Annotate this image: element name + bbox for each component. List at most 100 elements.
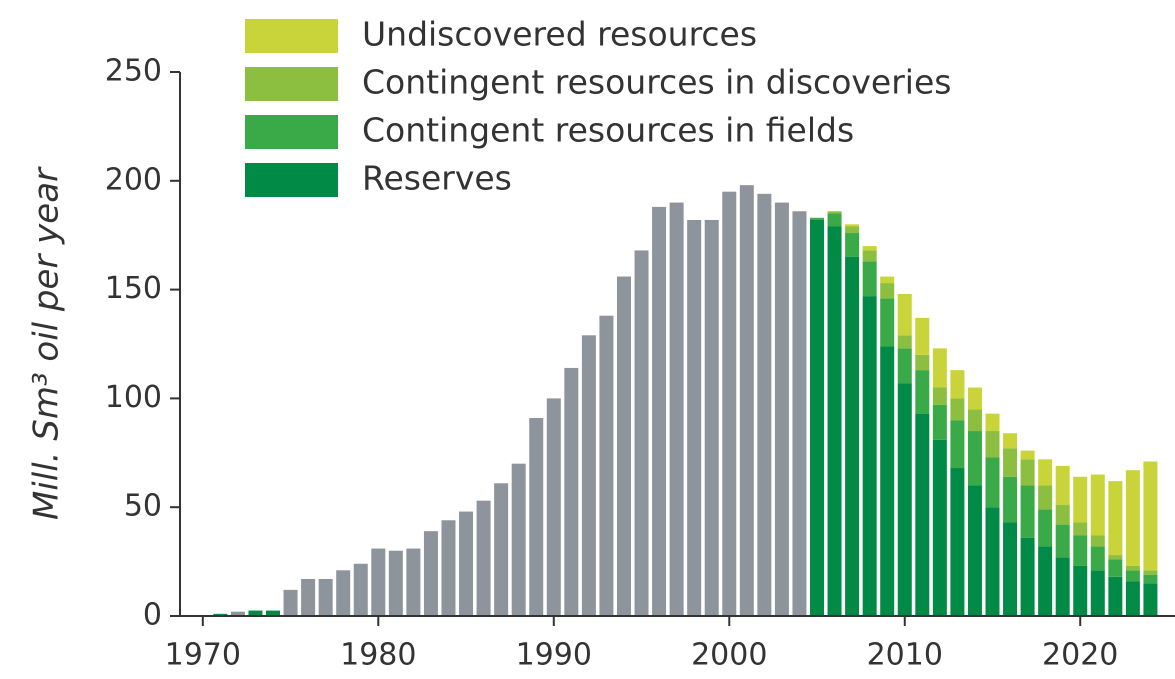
bar-segment — [318, 579, 333, 616]
bar-segment — [915, 370, 930, 414]
bar-segment — [827, 226, 842, 616]
bar-segment — [230, 611, 245, 616]
bar-segment — [845, 233, 860, 257]
bar-segment — [634, 250, 649, 616]
bar-segment — [301, 579, 316, 616]
bar-segment — [932, 404, 947, 440]
bar-segment — [1038, 546, 1053, 616]
bar-segment — [810, 217, 825, 220]
bar-segment — [1073, 476, 1088, 523]
bar-segment — [932, 439, 947, 616]
bar-segment — [1108, 576, 1123, 616]
bar-segment — [862, 246, 877, 251]
legend-label: Contingent resources in discoveries — [362, 63, 951, 102]
bar-segment — [564, 367, 579, 616]
bar-segment — [1143, 570, 1158, 575]
bar-segment — [353, 563, 368, 616]
bar-segment — [1020, 450, 1035, 460]
legend-swatch — [245, 19, 338, 53]
bar-segment — [1090, 535, 1105, 547]
bar-segment — [476, 500, 491, 616]
bar-segment — [915, 354, 930, 371]
bar-segment — [1108, 481, 1123, 556]
bar-segment — [1090, 474, 1105, 536]
bar-segment — [1038, 485, 1053, 510]
bar-segment — [511, 463, 526, 616]
y-tick-label: 150 — [105, 271, 162, 306]
bar-segment — [1090, 546, 1105, 571]
y-tick-label: 200 — [105, 162, 162, 197]
bar-segment — [967, 485, 982, 616]
bar-segment — [845, 224, 860, 227]
bar-segment — [1108, 559, 1123, 577]
y-tick-label: 50 — [124, 489, 162, 524]
bar-segment — [880, 298, 895, 347]
bar-segment — [950, 370, 965, 399]
bar-segment — [862, 261, 877, 297]
bar-segment — [1073, 535, 1088, 566]
bar-segment — [880, 346, 895, 616]
bar-segment — [1038, 509, 1053, 547]
bar-segment — [1125, 581, 1140, 616]
y-axis-label: Mill. Sm³ oil per year — [27, 166, 67, 520]
y-tick-label: 250 — [105, 54, 162, 89]
bar-segment — [932, 348, 947, 388]
bar-segment — [950, 468, 965, 616]
x-tick-label: 2010 — [867, 638, 943, 673]
bar-segment — [1055, 557, 1070, 616]
bar-segment — [459, 511, 474, 616]
legend-label: Undiscovered resources — [362, 15, 757, 54]
bar-segment — [1143, 583, 1158, 616]
x-tick-label: 1990 — [516, 638, 592, 673]
bar-segment — [845, 226, 860, 234]
bar-segment — [1125, 470, 1140, 566]
bar-segment — [880, 283, 895, 299]
bar-segment — [423, 531, 438, 616]
bar-segment — [1073, 565, 1088, 616]
x-tick-label: 2020 — [1042, 638, 1118, 673]
x-tick-label: 1970 — [165, 638, 241, 673]
bar-segment — [441, 520, 456, 616]
bar-segment — [652, 206, 667, 617]
x-tick-label: 2000 — [691, 638, 767, 673]
bar-segment — [704, 219, 719, 616]
y-tick-label: 100 — [105, 380, 162, 415]
bar-segment — [967, 387, 982, 410]
bar-segment — [757, 193, 772, 616]
bar-segment — [915, 317, 930, 355]
bar-segment — [1073, 522, 1088, 536]
bar-segment — [722, 191, 737, 616]
bar-segment — [669, 202, 684, 616]
bar-segment — [1020, 537, 1035, 616]
bar-segment — [687, 219, 702, 616]
bar-segment — [967, 431, 982, 486]
bar-segment — [546, 398, 561, 616]
bar-segment — [950, 398, 965, 421]
bar-segment — [1125, 565, 1140, 571]
bar-segment — [827, 213, 842, 227]
bar-segment — [950, 420, 965, 469]
bar-segment — [985, 431, 1000, 458]
bar-segment — [529, 417, 544, 616]
bar-segment — [1055, 465, 1070, 506]
bar-segment — [932, 387, 947, 405]
bar-segment — [1090, 570, 1105, 616]
bar-segment — [1108, 555, 1123, 560]
legend-label: Reserves — [362, 159, 512, 198]
legend-swatch — [245, 163, 338, 197]
bar-segment — [1125, 570, 1140, 582]
bar-segment — [581, 335, 596, 616]
bar-segment — [985, 457, 1000, 508]
bar-segment — [1020, 459, 1035, 486]
bar-segment — [862, 296, 877, 616]
bar-segment — [1003, 522, 1018, 616]
bar-segment — [1003, 448, 1018, 477]
bar-segment — [985, 507, 1000, 616]
bar-segment — [406, 548, 421, 616]
bar-segment — [897, 335, 912, 349]
bar-segment — [985, 413, 1000, 432]
bar-segment — [283, 589, 298, 616]
bar-segment — [915, 413, 930, 616]
bar-segment — [336, 570, 351, 616]
